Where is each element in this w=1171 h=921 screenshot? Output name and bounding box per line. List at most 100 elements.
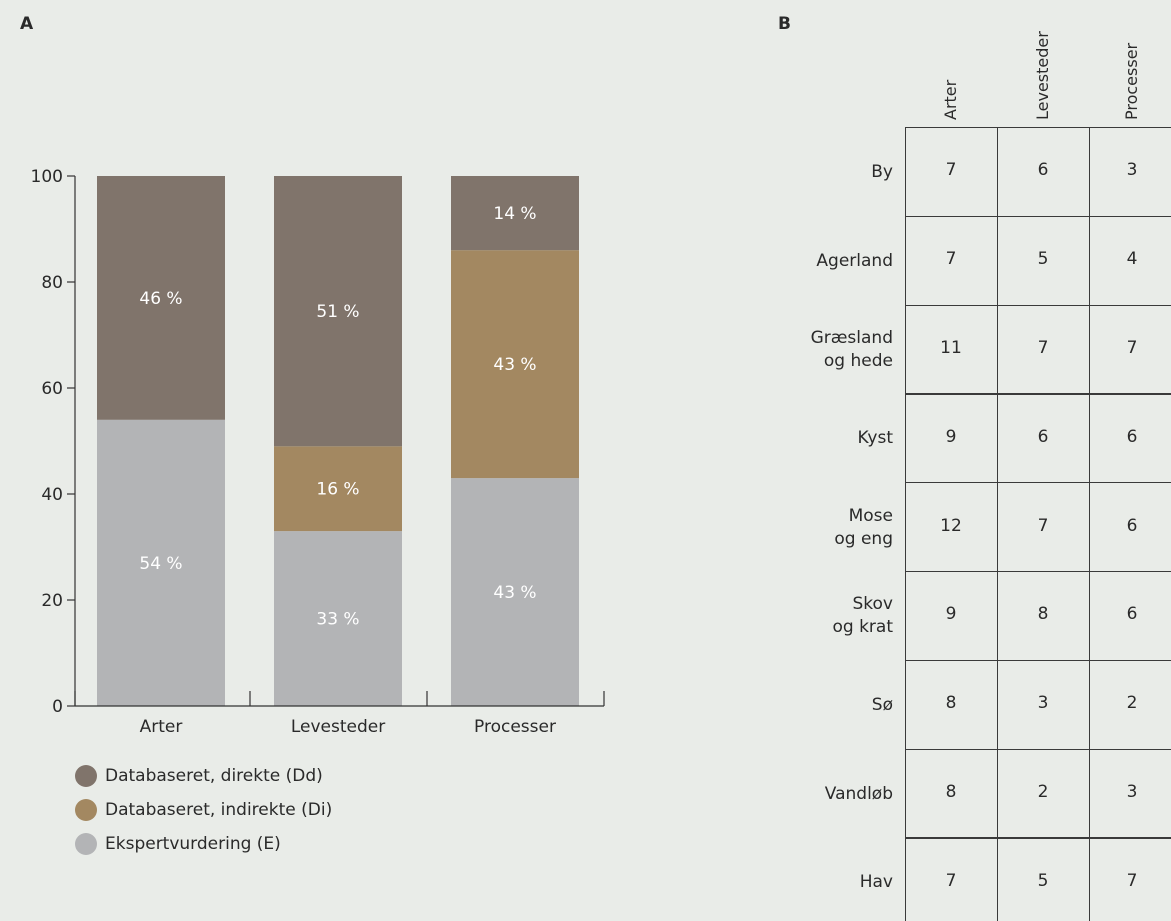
x-tick-label: Arter <box>140 717 183 737</box>
table-row-label-line: Hav <box>859 872 893 893</box>
table-column-header: Processer <box>1122 42 1141 120</box>
table-vertical-line <box>1089 127 1091 921</box>
table-column-header: Levesteder <box>1033 31 1052 120</box>
y-tick-label: 40 <box>41 485 63 505</box>
y-tick-label: 0 <box>52 697 63 717</box>
table-row-label: Agerland <box>816 250 893 273</box>
bar-value-label: 33 % <box>316 610 359 630</box>
table-row-label: Vandløb <box>825 783 893 806</box>
table-horizontal-line <box>905 304 1171 306</box>
legend-label: Databaseret, direkte (Dd) <box>105 766 323 786</box>
table-row-label: Kyst <box>858 427 894 450</box>
table-row-label-line: Kyst <box>857 428 894 449</box>
table-cell: 7 <box>1037 338 1049 358</box>
table-cell: 2 <box>1126 693 1138 714</box>
table-row-label-line: og krat <box>832 617 893 638</box>
bar-segment <box>97 419 225 706</box>
table-cell: 3 <box>1126 782 1138 802</box>
bar-value-label: 14 % <box>493 204 536 224</box>
chart-legend: Databaseret, direkte (Dd) Databaseret, in… <box>75 759 332 861</box>
table-cell: 6 <box>1126 515 1138 536</box>
bar-value-label: 43 % <box>493 355 536 375</box>
table-horizontal-line <box>905 571 1171 573</box>
table-cell: 5 <box>1037 249 1049 270</box>
table-cell: 12 <box>940 515 962 536</box>
table-row-label: Mose og eng <box>834 505 893 551</box>
table-cell: 2 <box>1037 782 1049 802</box>
panel-b-label: B <box>778 14 791 34</box>
bar-segment <box>451 176 579 251</box>
bar-value-label: 51 % <box>316 302 359 322</box>
legend-item: Databaseret, direkte (Dd) <box>75 759 332 793</box>
table-row-label: By <box>871 161 893 184</box>
table-cell: 9 <box>945 604 957 625</box>
table-row-label-line: Vandløb <box>824 783 893 804</box>
table-cell: 6 <box>1126 604 1138 625</box>
bar-segment <box>97 176 225 420</box>
table-vertical-line <box>997 127 999 921</box>
table-column-header: Arter <box>941 79 960 120</box>
table-cell: 7 <box>1126 338 1138 358</box>
bar-segment <box>274 531 402 706</box>
bar-segment <box>274 176 402 447</box>
panel-a-label: A <box>20 14 34 34</box>
bar-segment <box>451 478 579 706</box>
table-horizontal-line <box>905 837 1171 839</box>
legend-label: Databaseret, indirekte (Di) <box>105 800 333 820</box>
table-cell: 6 <box>1037 426 1049 447</box>
x-tick-label: Levesteder <box>291 717 385 737</box>
table-cell: 7 <box>1126 870 1138 891</box>
bar-value-label: 46 % <box>139 289 182 309</box>
table-row-label-line: og eng <box>834 528 893 549</box>
legend-swatch <box>75 799 97 821</box>
table-horizontal-line <box>905 482 1171 484</box>
table-row-label-line: By <box>871 161 893 182</box>
table-cell: 4 <box>1126 249 1138 270</box>
bar-value-label: 54 % <box>139 554 182 574</box>
x-tick-label: Processer <box>474 717 556 737</box>
bar-value-label: 43 % <box>493 583 536 603</box>
table-cell: 5 <box>1037 870 1049 891</box>
table-cell: 7 <box>945 249 957 270</box>
table-row-label-line: Græsland <box>810 328 893 348</box>
table-row-label-line: og hede <box>823 351 893 371</box>
table-cell: 7 <box>1037 515 1049 536</box>
bar-segment <box>274 446 402 532</box>
table-row-label: Hav <box>860 871 893 894</box>
legend-swatch <box>75 833 97 855</box>
stacked-bar-chart: 54 % 46 % 33 % 16 % 51 % 43 % 43 % 14 % 0 20 40 60 8… <box>31 167 605 737</box>
table-cell: 8 <box>945 693 957 714</box>
table-horizontal-line <box>905 215 1171 217</box>
table-row-label: Skov og krat <box>832 593 893 639</box>
bar-value-label: 16 % <box>316 480 359 500</box>
legend-item: Databaseret, indirekte (Di) <box>75 793 332 827</box>
table-row-label-line: Agerland <box>816 250 893 271</box>
table-cell: 9 <box>945 426 957 447</box>
table-vertical-line <box>905 127 907 921</box>
table-horizontal-line <box>905 127 1171 129</box>
table-horizontal-line <box>905 659 1171 661</box>
table-cell: 3 <box>1126 160 1138 181</box>
table-row-label: Græsland og hede <box>811 327 893 373</box>
y-tick-label: 100 <box>31 167 63 187</box>
table-row-label-line: Sø <box>871 694 893 715</box>
table-cell: 8 <box>945 782 957 802</box>
table-row-label-line: Mose <box>848 505 893 526</box>
legend-swatch <box>75 765 97 787</box>
table-cell: 7 <box>945 870 957 891</box>
table-cell: 6 <box>1037 160 1049 181</box>
y-tick-label: 60 <box>41 379 63 399</box>
legend-item: Ekspertvurdering (E) <box>75 827 332 861</box>
table-horizontal-line <box>905 393 1171 395</box>
table-cell: 8 <box>1037 604 1049 625</box>
bar-segment <box>451 250 579 479</box>
y-tick-label: 80 <box>41 273 63 293</box>
y-tick-label: 20 <box>41 591 63 611</box>
legend-label: Ekspertvurdering (E) <box>105 834 281 854</box>
table-cell: 11 <box>940 338 962 358</box>
table-row-label: Sø <box>872 694 893 717</box>
table-row-label-line: Skov <box>852 594 894 615</box>
table-cell: 3 <box>1037 693 1049 714</box>
table-cell: 6 <box>1126 426 1138 447</box>
table-cell: 7 <box>945 160 957 181</box>
